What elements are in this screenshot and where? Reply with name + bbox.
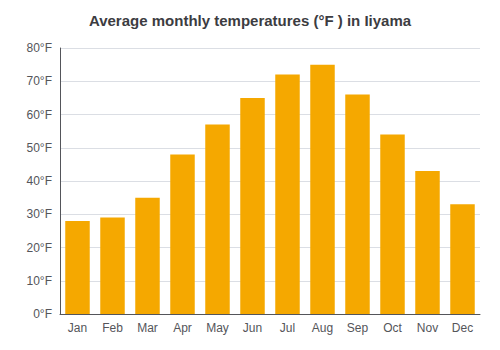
svg-text:40°F: 40°F [27, 174, 52, 188]
svg-text:Oct: Oct [383, 321, 402, 335]
svg-text:50°F: 50°F [27, 141, 52, 155]
svg-text:Average monthly temperatures (: Average monthly temperatures (°F ) in Ii… [89, 12, 412, 29]
svg-text:0°F: 0°F [33, 307, 52, 321]
svg-text:Nov: Nov [417, 321, 438, 335]
svg-text:30°F: 30°F [27, 207, 52, 221]
svg-text:Feb: Feb [102, 321, 123, 335]
svg-text:Jan: Jan [68, 321, 87, 335]
svg-text:Apr: Apr [173, 321, 192, 335]
svg-text:Mar: Mar [137, 321, 158, 335]
svg-text:10°F: 10°F [27, 274, 52, 288]
svg-text:Jun: Jun [243, 321, 262, 335]
svg-text:Aug: Aug [312, 321, 333, 335]
svg-text:May: May [206, 321, 229, 335]
svg-text:Dec: Dec [452, 321, 473, 335]
svg-text:80°F: 80°F [27, 41, 52, 55]
svg-text:Sep: Sep [347, 321, 369, 335]
svg-text:Jul: Jul [280, 321, 295, 335]
svg-text:60°F: 60°F [27, 108, 52, 122]
svg-text:70°F: 70°F [27, 74, 52, 88]
svg-text:20°F: 20°F [27, 241, 52, 255]
